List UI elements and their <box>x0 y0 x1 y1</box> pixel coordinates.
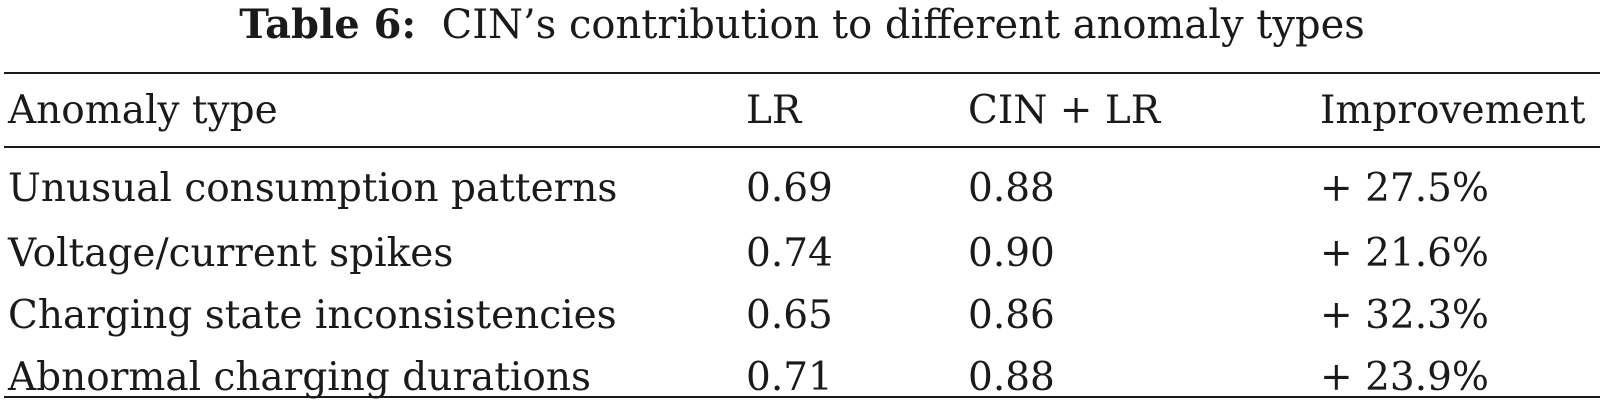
cell-anomaly-type: Voltage/current spikes <box>8 230 454 276</box>
cell-improvement: + 32.3% <box>1320 292 1489 338</box>
cell-anomaly-type: Unusual consumption patterns <box>8 165 618 211</box>
table-row: Charging state inconsistencies 0.65 0.86… <box>8 284 1600 346</box>
table-row: Voltage/current spikes 0.74 0.90 + 21.6% <box>8 222 1600 284</box>
cell-cin-lr: 0.86 <box>968 292 1055 338</box>
table-caption-text: CIN’s contribution to different anomaly … <box>441 2 1365 48</box>
cell-lr: 0.74 <box>746 230 833 276</box>
cell-cin-lr: 0.88 <box>968 354 1055 400</box>
table-caption: Table 6: CIN’s contribution to different… <box>0 0 1604 56</box>
cell-anomaly-type: Charging state inconsistencies <box>8 292 617 338</box>
header-cin-lr: CIN + LR <box>968 87 1161 133</box>
header-row: Anomaly type LR CIN + LR Improvement <box>8 74 1600 146</box>
cell-anomaly-type: Abnormal charging durations <box>8 354 591 400</box>
header-anomaly-type: Anomaly type <box>8 87 278 133</box>
table-row: Abnormal charging durations 0.71 0.88 + … <box>8 346 1600 408</box>
cell-lr: 0.65 <box>746 292 833 338</box>
header-lr: LR <box>746 87 802 133</box>
cell-cin-lr: 0.90 <box>968 230 1055 276</box>
top-rule <box>4 72 1600 74</box>
cell-cin-lr: 0.88 <box>968 165 1055 211</box>
cell-lr: 0.71 <box>746 354 833 400</box>
header-improvement: Improvement <box>1320 87 1586 133</box>
cell-improvement: + 27.5% <box>1320 165 1489 211</box>
header-rule <box>4 146 1600 148</box>
cell-improvement: + 21.6% <box>1320 230 1489 276</box>
cell-lr: 0.69 <box>746 165 833 211</box>
cell-improvement: + 23.9% <box>1320 354 1489 400</box>
bottom-rule <box>4 396 1600 398</box>
data-table: Anomaly type LR CIN + LR Improvement Unu… <box>8 74 1600 408</box>
table-row: Unusual consumption patterns 0.69 0.88 +… <box>8 146 1600 222</box>
table-label: Table 6: <box>239 1 417 48</box>
